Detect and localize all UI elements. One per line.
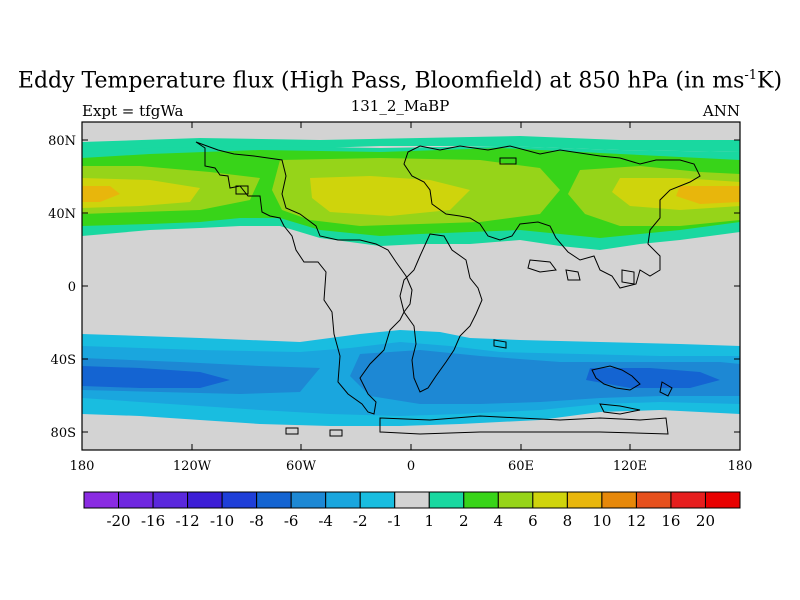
colorbar-box: [152, 491, 189, 509]
colorbar-box: [566, 491, 603, 509]
colorbar-label: 6: [528, 512, 538, 530]
colorbar-box: [601, 491, 637, 509]
lat-label-0: 0: [68, 280, 76, 295]
colorbar-box: [497, 491, 534, 509]
colorbar-label: -6: [284, 512, 299, 530]
lat-label-80s: 80S: [51, 426, 76, 441]
experiment-label: Expt = tfgWa: [82, 102, 184, 120]
colorbar-label: -8: [249, 512, 264, 530]
colorbar-label: 1: [424, 512, 434, 530]
colorbar-label: 20: [696, 512, 715, 530]
lat-label-40n: 40N: [48, 207, 76, 222]
colorbar-label: 2: [459, 512, 469, 530]
lon-tick-labels: 180 120W 60W 0 60E 120E 180: [70, 459, 753, 474]
colorbar-box: [359, 491, 396, 509]
colorbar-labels: -20 -16 -12 -10 -8 -6 -4 -2 -1 1 2 4 6 8 10 12 16 20: [106, 512, 715, 530]
colorbar-box: [187, 491, 223, 509]
colorbar-label: 4: [494, 512, 504, 530]
south-flux-field: [82, 330, 740, 426]
continent-outlines: [195, 141, 701, 437]
chart-title: Eddy Temperature flux (High Pass, Bloomf…: [17, 68, 783, 94]
colorbar-label: -1: [387, 512, 402, 530]
colorbar-box: [118, 491, 154, 509]
colorbar-box: [704, 491, 741, 509]
lat-label-80n: 80N: [48, 134, 76, 149]
colorbar-label: -4: [318, 512, 333, 530]
colorbar-box: [670, 491, 706, 509]
lat-ticks: [82, 139, 740, 433]
lon-label-180e: 180: [728, 459, 753, 474]
colorbar-box: [83, 491, 120, 509]
lon-ticks: [81, 122, 741, 450]
colorbar-label: 12: [627, 512, 646, 530]
colorbar-box: [256, 491, 292, 509]
lon-label-120e: 120E: [613, 459, 647, 474]
colorbar-box: [221, 491, 258, 509]
lat-label-40s: 40S: [51, 353, 76, 368]
colorbar-box: [635, 491, 672, 509]
season-label: ANN: [702, 102, 740, 120]
lon-label-60e: 60E: [508, 459, 534, 474]
colorbar-label: -20: [106, 512, 130, 530]
colorbar-box: [532, 491, 568, 509]
colorbar-label: -12: [176, 512, 200, 530]
colorbar-boxes: [83, 491, 741, 509]
colorbar-box: [325, 491, 361, 509]
colorbar-label: 10: [592, 512, 611, 530]
lat-tick-labels: 80N 40N 0 40S 80S: [48, 134, 76, 441]
lon-label-0: 0: [407, 459, 415, 474]
colorbar-label: 16: [661, 512, 680, 530]
lon-label-180w: 180: [70, 459, 95, 474]
colorbar-box: [428, 491, 465, 509]
colorbar-box: [394, 491, 430, 509]
colorbar-box: [463, 491, 499, 509]
colorbar-box: [290, 491, 327, 509]
colorbar-label: -16: [141, 512, 165, 530]
colorbar-label: -2: [353, 512, 368, 530]
colorbar-label: 8: [563, 512, 573, 530]
colorbar-label: -10: [210, 512, 234, 530]
case-label: 131_2_MaBP: [350, 97, 450, 115]
north-flux-field: [82, 136, 740, 250]
lon-label-120w: 120W: [173, 459, 212, 474]
lon-label-60w: 60W: [286, 459, 317, 474]
